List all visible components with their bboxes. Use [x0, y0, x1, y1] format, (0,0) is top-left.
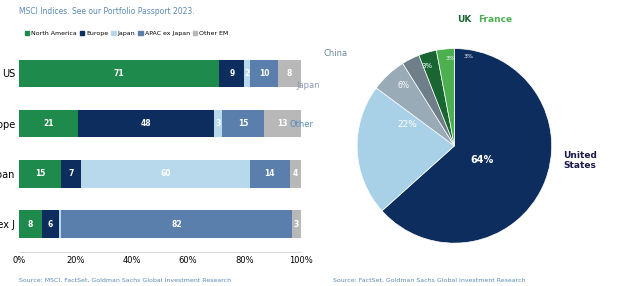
- Bar: [19, 59, 219, 87]
- Text: 21: 21: [44, 119, 54, 128]
- Text: Other: Other: [289, 120, 314, 129]
- Text: 8: 8: [287, 69, 292, 78]
- Bar: [59, 210, 61, 238]
- Text: MSCI Indices. See our Portfolio Passport 2023.: MSCI Indices. See our Portfolio Passport…: [19, 7, 195, 16]
- Text: 22%: 22%: [398, 120, 418, 129]
- Text: 2: 2: [244, 69, 250, 78]
- Text: 3: 3: [215, 119, 220, 128]
- Text: 15: 15: [238, 119, 248, 128]
- Text: 7: 7: [68, 169, 74, 178]
- Bar: [289, 160, 301, 188]
- Text: 3: 3: [294, 220, 300, 229]
- Bar: [19, 210, 42, 238]
- Text: 15: 15: [35, 169, 45, 178]
- Text: United
States: United States: [563, 151, 597, 170]
- Text: 6%: 6%: [398, 81, 410, 90]
- Bar: [214, 110, 222, 137]
- Text: 8: 8: [28, 220, 33, 229]
- Text: France: France: [478, 15, 513, 24]
- Wedge shape: [419, 50, 454, 146]
- Text: 71: 71: [114, 69, 125, 78]
- Bar: [61, 160, 81, 188]
- Text: 48: 48: [141, 119, 151, 128]
- Wedge shape: [403, 55, 454, 146]
- Text: 3%: 3%: [422, 63, 433, 69]
- Text: 9: 9: [229, 69, 234, 78]
- Text: China: China: [323, 49, 348, 58]
- Bar: [244, 59, 250, 87]
- Bar: [81, 160, 250, 188]
- Text: 82: 82: [172, 220, 182, 229]
- Wedge shape: [376, 63, 454, 146]
- Bar: [19, 110, 78, 137]
- Bar: [278, 59, 301, 87]
- Wedge shape: [436, 49, 454, 146]
- Bar: [61, 210, 292, 238]
- Wedge shape: [357, 88, 454, 211]
- Text: 3%: 3%: [463, 54, 473, 59]
- Text: 60: 60: [161, 169, 171, 178]
- Legend: North America, Europe, Japan, APAC ex Japan, Other EM: North America, Europe, Japan, APAC ex Ja…: [22, 28, 231, 39]
- Wedge shape: [382, 49, 552, 243]
- Bar: [42, 210, 59, 238]
- Bar: [250, 59, 278, 87]
- Text: 6: 6: [47, 220, 53, 229]
- Bar: [219, 59, 244, 87]
- Bar: [292, 210, 301, 238]
- Text: 3%: 3%: [445, 56, 456, 61]
- Bar: [78, 110, 214, 137]
- Bar: [19, 160, 61, 188]
- Text: 10: 10: [259, 69, 269, 78]
- Bar: [250, 160, 289, 188]
- Text: UK: UK: [457, 15, 471, 24]
- Text: 64%: 64%: [470, 156, 493, 166]
- Bar: [222, 110, 264, 137]
- Text: 4: 4: [292, 169, 298, 178]
- Text: Source: MSCI, FactSet, Goldman Sachs Global Investment Research: Source: MSCI, FactSet, Goldman Sachs Glo…: [19, 278, 231, 283]
- Bar: [264, 110, 301, 137]
- Text: Japan: Japan: [297, 81, 320, 90]
- Text: 13: 13: [277, 119, 288, 128]
- Text: Source: FactSet, Goldman Sachs Global Investment Research: Source: FactSet, Goldman Sachs Global In…: [333, 278, 525, 283]
- Text: 14: 14: [264, 169, 275, 178]
